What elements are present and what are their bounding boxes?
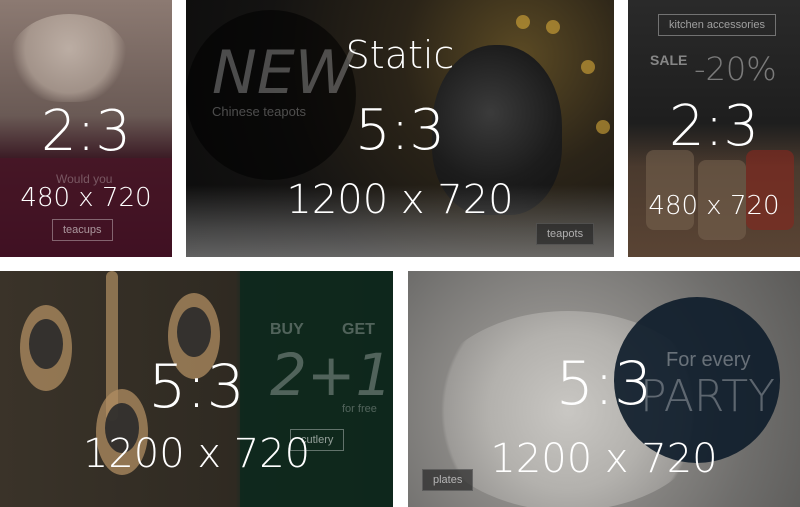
- banner-tile-cutlery[interactable]: BUY GET 2+1 for free cutlery 5:3 1200 x …: [0, 271, 393, 507]
- ad-offer: 2+1: [270, 341, 393, 409]
- teacup-image: [10, 14, 128, 102]
- ad-button-cutlery[interactable]: cutlery: [290, 429, 345, 451]
- banner-tile-plates[interactable]: For every PARTY plates 5:3 1200 x 720: [408, 271, 800, 507]
- dimensions-label: 1200 x 720: [286, 177, 514, 223]
- bokeh-light: [546, 20, 560, 34]
- ad-headline: NEW: [212, 38, 355, 108]
- banner-tile-teacups[interactable]: Would you teacups 2:3 480 x 720: [0, 0, 172, 257]
- ad-button-teacups[interactable]: teacups: [52, 219, 113, 241]
- banner-tile-kitchen-accessories[interactable]: kitchen accessories SALE -20% 2:3 480 x …: [628, 0, 800, 257]
- dimensions-label: 480 x 720: [648, 191, 780, 221]
- dimensions-label: 1200 x 720: [490, 436, 718, 482]
- page-title: Static: [345, 33, 455, 77]
- ad-badge[interactable]: kitchen accessories: [658, 14, 776, 36]
- aspect-ratio-label: 5:3: [555, 349, 653, 419]
- ad-headline: PARTY: [640, 371, 775, 422]
- ad-subline: Chinese teapots: [212, 104, 306, 119]
- dimensions-label: 480 x 720: [20, 183, 152, 213]
- ad-note: for free: [342, 403, 377, 415]
- banner-tile-teapots[interactable]: NEW Chinese teapots teapots Static 5:3 1…: [186, 0, 614, 257]
- tea-leaves: [177, 307, 211, 357]
- ad-get-label: GET: [342, 321, 375, 338]
- ad-sale-label: SALE: [650, 52, 688, 68]
- aspect-ratio-label: 2:3: [668, 94, 760, 159]
- aspect-ratio-label: 5:3: [148, 352, 245, 422]
- ad-headline: Would you: [56, 172, 113, 186]
- ad-buy-label: BUY: [270, 321, 304, 338]
- ad-button-teapots[interactable]: teapots: [536, 223, 595, 245]
- aspect-ratio-label: 2:3: [40, 99, 132, 164]
- ad-button-plates[interactable]: plates: [422, 469, 474, 491]
- ad-tagline: For every: [666, 349, 751, 371]
- ad-discount: -20%: [694, 50, 777, 88]
- aspect-ratio-label: 5:3: [354, 98, 446, 163]
- bokeh-light: [516, 15, 530, 29]
- dimensions-label: 1200 x 720: [82, 431, 311, 477]
